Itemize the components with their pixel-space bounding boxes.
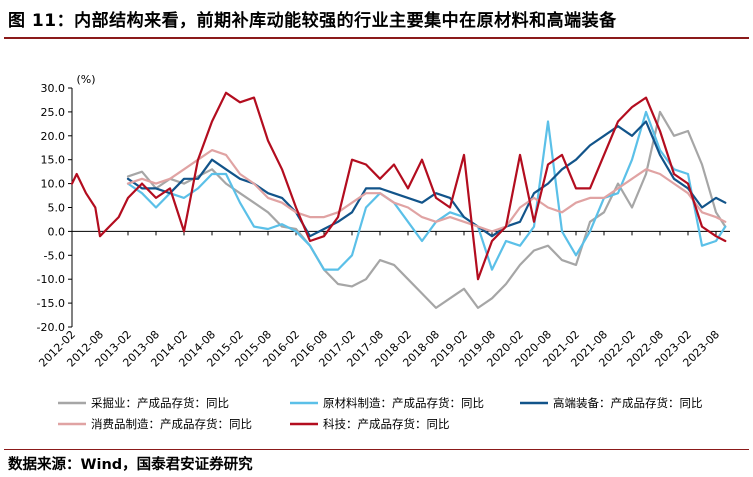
series-line-4 bbox=[126, 149, 727, 233]
y-tick-label: 0.0 bbox=[48, 225, 66, 238]
y-tick-label: 25.0 bbox=[41, 106, 66, 119]
legend-label-2: 原材料制造：产成品存货：同比 bbox=[323, 396, 484, 410]
legend-label-3: 高端装备：产成品存货：同比 bbox=[553, 396, 703, 410]
data-source-note: 数据来源：Wind，国泰君安证券研究 bbox=[8, 457, 253, 473]
series-line-5 bbox=[70, 91, 727, 281]
y-tick-label: -10.0 bbox=[37, 273, 65, 286]
series-line-2 bbox=[126, 110, 727, 271]
chart-axes: (%) 30.0 25.0 20.0 15.0 10.0 5.0 0.0 -5.0 -10.0 -1… bbox=[36, 73, 730, 370]
y-tick-label: 5.0 bbox=[48, 202, 66, 215]
unit-label: (%) bbox=[76, 73, 95, 86]
y-tick-label: 10.0 bbox=[41, 178, 66, 191]
series-line-3 bbox=[126, 120, 727, 238]
title-divider bbox=[4, 37, 749, 39]
figure-title: 图 11：内部结构来看，前期补库动能较强的行业主要集中在原材料和高端装备 bbox=[8, 11, 617, 31]
legend-label-4: 消费品制造：产成品存货：同比 bbox=[91, 417, 252, 431]
chart-legend: 采掘业：产成品存货：同比 原材料制造：产成品存货：同比 高端装备：产成品存货：同比消… bbox=[58, 396, 703, 431]
chart-series bbox=[70, 91, 727, 309]
y-tick-label: -15.0 bbox=[37, 297, 65, 310]
series-line-1 bbox=[126, 110, 727, 309]
y-tick-label: 15.0 bbox=[41, 154, 66, 167]
y-tick-label: 20.0 bbox=[41, 130, 66, 143]
source-divider bbox=[4, 449, 749, 450]
legend-label-1: 采掘业：产成品存货：同比 bbox=[91, 396, 229, 410]
y-tick-label: -5.0 bbox=[44, 249, 65, 262]
legend-label-5: 科技：产成品存货：同比 bbox=[323, 417, 450, 431]
y-tick-label: 30.0 bbox=[41, 82, 66, 95]
y-tick-label: -20.0 bbox=[37, 321, 65, 334]
